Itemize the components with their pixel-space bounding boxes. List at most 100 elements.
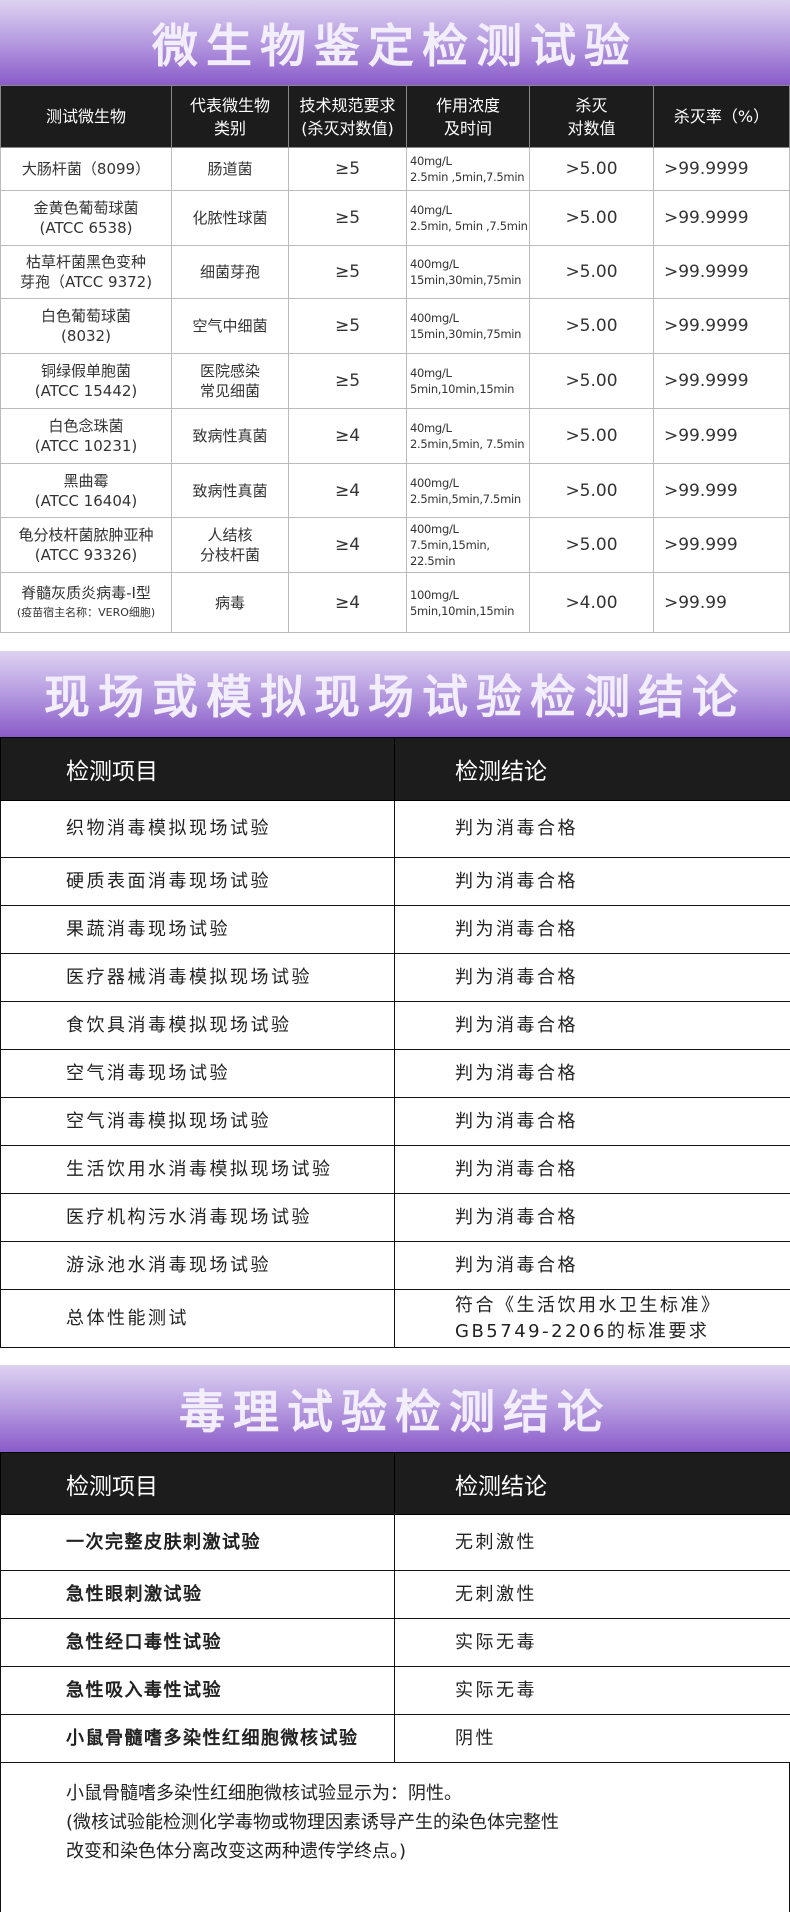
cell-line: 黑曲霉: [63, 471, 109, 490]
cell-line: 400mg/L: [410, 311, 459, 325]
result-line: 判为消毒合格: [455, 1254, 578, 1276]
cell-line: 芽孢（ATCC 9372): [19, 273, 153, 291]
cell-line: 龟分枝杆菌脓肿亚种: [18, 526, 154, 544]
concentration-cell: 40mg/L 2.5min,5min, 7.5min: [406, 408, 530, 464]
organism-note: (疫苗宿主名称：VERO细胞): [16, 605, 156, 619]
cell-line: 作用浓度: [435, 95, 500, 115]
cell-line: 40mg/L: [410, 366, 452, 380]
cell-line: 杀灭率（%）: [673, 107, 770, 126]
kill-rate-cell: >99.99: [653, 572, 790, 633]
cell-line: 100mg/L: [410, 587, 459, 602]
kill-rate-cell: >99.999: [653, 408, 790, 464]
cell-line: 病毒: [214, 593, 245, 612]
table-row: 空气消毒现场试验 判为消毒合格: [0, 1049, 790, 1098]
organism-cell: 脊髓灰质炎病毒-I型 (疫苗宿主名称：VERO细胞): [0, 572, 172, 633]
log-reduction-cell: >4.00: [529, 572, 654, 633]
kill-rate-cell: >99.9999: [653, 190, 790, 246]
concentration-cell: 400mg/L 15min,30min,75min: [406, 298, 530, 354]
result-cell: 符合《生活饮用水卫生标准》 GB5749-2206的标准要求: [394, 1289, 790, 1348]
concentration-cell: 40mg/L 5min,10min,15min: [406, 353, 530, 409]
organism-cell: 白色念珠菌 (ATCC 10231): [0, 408, 172, 464]
requirement-cell: ≥5: [288, 298, 407, 354]
category-cell: 肠道菌: [171, 147, 289, 191]
table-row: 急性眼刺激试验 无刺激性: [0, 1570, 790, 1619]
cell-line: 5min,10min,15min: [410, 382, 515, 396]
column-header: 技术规范要求 (杀灭对数值): [288, 85, 407, 148]
cell-line: 7.5min,15min,: [410, 538, 490, 552]
table-row: 医疗器械消毒模拟现场试验 判为消毒合格: [0, 953, 790, 1002]
table-row: 硬质表面消毒现场试验 判为消毒合格: [0, 857, 790, 906]
kill-rate-cell: >99.999: [653, 517, 790, 573]
cell-line: 400mg/L: [410, 522, 459, 536]
kill-rate-cell: >99.9999: [653, 353, 790, 409]
cell-line: 常见细菌: [199, 382, 260, 400]
item-cell: 一次完整皮肤刺激试验: [0, 1514, 395, 1571]
result-line: 判为消毒合格: [455, 1014, 578, 1036]
cell-line: 铜绿假单胞菌: [40, 362, 131, 380]
result-cell: 判为消毒合格: [394, 857, 790, 906]
result-line: 无刺激性: [455, 1531, 537, 1553]
section3-title: 毒理试验检测结论: [0, 1365, 790, 1452]
result-line: 判为消毒合格: [455, 870, 578, 892]
cell-line: 杀灭: [575, 95, 608, 115]
cell-line: 技术规范要求: [299, 95, 396, 115]
log-reduction-cell: >5.00: [529, 190, 654, 246]
result-cell: 判为消毒合格: [394, 1241, 790, 1290]
cell-line: 2.5min,5min, 7.5min: [410, 437, 525, 451]
organism-cell: 大肠杆菌（8099）: [0, 147, 172, 191]
log-reduction-cell: >5.00: [529, 245, 654, 299]
result-cell: 判为消毒合格: [394, 1001, 790, 1050]
cell-line: (ATCC 16404): [34, 491, 138, 510]
organism-cell: 金黄色葡萄球菌 (ATCC 6538): [0, 190, 172, 246]
cell-line: 细菌芽孢: [199, 263, 260, 281]
organism-cell: 白色葡萄球菌 (8032): [0, 298, 172, 354]
result-cell: 判为消毒合格: [394, 1145, 790, 1194]
category-cell: 化脓性球菌: [171, 190, 289, 246]
header-result: 检测结论: [394, 1452, 790, 1515]
table-row: 织物消毒模拟现场试验 判为消毒合格: [0, 800, 790, 858]
cell-line: 400mg/L: [410, 257, 459, 271]
result-line: 阴性: [455, 1727, 496, 1749]
item-cell: 食饮具消毒模拟现场试验: [0, 1001, 395, 1050]
column-header: 杀灭率（%）: [653, 85, 790, 148]
result-line: 实际无毒: [455, 1631, 537, 1653]
cell-line: 枯草杆菌黑色变种: [25, 253, 146, 271]
item-cell: 果蔬消毒现场试验: [0, 905, 395, 954]
table-row: 白色念珠菌 (ATCC 10231) 致病性真菌 ≥4 40mg/L 2.5min,5mi…: [0, 408, 790, 464]
log-reduction-cell: >5.00: [529, 147, 654, 191]
table-row: 总体性能测试 符合《生活饮用水卫生标准》 GB5749-2206的标准要求: [0, 1289, 790, 1348]
log-reduction-cell: >5.00: [529, 298, 654, 354]
table-row: 一次完整皮肤刺激试验 无刺激性: [0, 1514, 790, 1571]
kill-rate-cell: >99.9999: [653, 298, 790, 354]
organism-cell: 枯草杆菌黑色变种 芽孢（ATCC 9372): [0, 245, 172, 299]
cell-line: 肠道菌: [207, 160, 253, 178]
cell-line: (8032): [61, 327, 111, 345]
item-cell: 急性经口毒性试验: [0, 1618, 395, 1667]
requirement-cell: ≥4: [288, 517, 407, 573]
result-line: 符合《生活饮用水卫生标准》: [455, 1294, 722, 1316]
table-row: 大肠杆菌（8099） 肠道菌 ≥5 40mg/L 2.5min ,5min,7.5min…: [0, 147, 790, 191]
result-cell: 阴性: [394, 1714, 790, 1763]
cell-line: 测试微生物: [45, 107, 126, 126]
note-line: 小鼠骨髓嗜多染性红细胞微核试验显示为：阴性。: [66, 1783, 462, 1804]
item-cell: 空气消毒现场试验: [0, 1049, 395, 1098]
cell-line: 金黄色葡萄球菌: [33, 199, 139, 217]
category-cell: 致病性真菌: [171, 463, 289, 518]
cell-line: (ATCC 10231): [34, 437, 138, 455]
category-cell: 人结核 分枝杆菌: [171, 517, 289, 573]
cell-line: 2.5min ,5min,7.5min: [410, 170, 525, 184]
cell-line: (ATCC 93326): [34, 546, 138, 564]
result-cell: 无刺激性: [394, 1514, 790, 1571]
requirement-cell: ≥5: [288, 353, 407, 409]
concentration-cell: 400mg/L 7.5min,15min, 22.5min: [406, 517, 530, 573]
micronucleus-note: 小鼠骨髓嗜多染性红细胞微核试验显示为：阴性。 (微核试验能检测化学毒物或物理因素…: [0, 1762, 790, 1912]
result-cell: 判为消毒合格: [394, 1097, 790, 1146]
result-cell: 判为消毒合格: [394, 1193, 790, 1242]
table-row: 急性经口毒性试验 实际无毒: [0, 1618, 790, 1667]
cell-line: 大肠杆菌（8099）: [21, 160, 151, 178]
result-line: 判为消毒合格: [455, 966, 578, 988]
item-cell: 生活饮用水消毒模拟现场试验: [0, 1145, 395, 1194]
table-row: 食饮具消毒模拟现场试验 判为消毒合格: [0, 1001, 790, 1050]
item-cell: 医疗器械消毒模拟现场试验: [0, 953, 395, 1002]
cell-line: 400mg/L: [410, 475, 459, 490]
